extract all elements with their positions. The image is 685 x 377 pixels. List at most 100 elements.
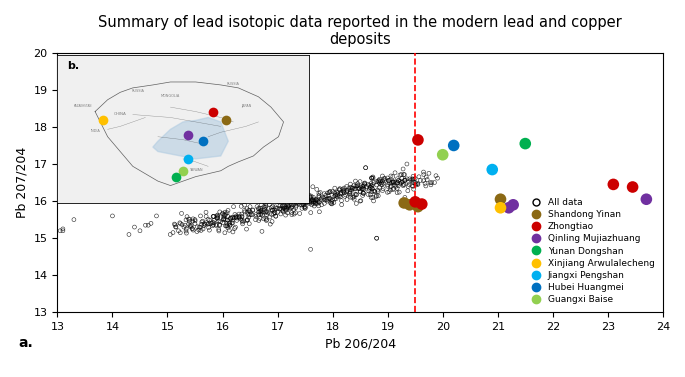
- Point: [368, 175, 379, 181]
- Point: [281, 198, 292, 204]
- Point: [399, 172, 410, 178]
- Point: [282, 201, 293, 207]
- Point: [319, 200, 329, 206]
- Point: [260, 215, 271, 221]
- Text: a.: a.: [18, 336, 33, 350]
- Point: [355, 179, 366, 185]
- Point: [292, 190, 303, 196]
- Point: [291, 200, 302, 206]
- Point: [277, 202, 288, 208]
- Point: [412, 137, 423, 143]
- Point: [107, 213, 118, 219]
- Point: [259, 199, 270, 205]
- Point: [395, 180, 406, 186]
- Point: [212, 215, 223, 221]
- Point: [402, 188, 413, 194]
- Point: [408, 186, 419, 192]
- Point: [220, 209, 231, 215]
- Point: [410, 199, 421, 205]
- Point: [350, 186, 361, 192]
- Point: [256, 202, 267, 208]
- Point: [238, 218, 249, 224]
- Point: [394, 189, 405, 195]
- Point: [379, 178, 390, 184]
- Point: [253, 212, 264, 218]
- Point: [379, 175, 390, 181]
- Point: [179, 222, 190, 228]
- Point: [236, 203, 247, 209]
- Point: [299, 192, 310, 198]
- Point: [371, 235, 382, 241]
- Point: [319, 196, 329, 202]
- Point: [340, 192, 351, 198]
- Point: [363, 181, 374, 187]
- Point: [397, 179, 408, 185]
- Point: [358, 190, 369, 196]
- Point: [212, 212, 223, 218]
- Point: [374, 178, 385, 184]
- Point: [304, 192, 315, 198]
- Point: [279, 205, 290, 211]
- Point: [383, 178, 394, 184]
- Point: [242, 211, 253, 218]
- Point: [184, 216, 195, 222]
- Point: [314, 190, 325, 196]
- Point: [265, 221, 276, 227]
- Point: [277, 203, 288, 209]
- Point: [373, 179, 384, 185]
- Point: [169, 221, 180, 227]
- Point: [142, 222, 153, 228]
- Point: [345, 181, 356, 187]
- Point: [412, 204, 423, 210]
- Point: [256, 211, 266, 218]
- Point: [299, 199, 310, 205]
- Point: [399, 200, 410, 206]
- Point: [371, 235, 382, 241]
- Point: [390, 183, 401, 189]
- Point: [416, 201, 427, 207]
- Point: [326, 199, 337, 205]
- Point: [165, 231, 176, 238]
- Point: [377, 187, 388, 193]
- Point: [225, 222, 236, 228]
- Point: [397, 175, 408, 181]
- Point: [188, 216, 199, 222]
- Point: [336, 190, 347, 196]
- Point: [345, 194, 356, 200]
- Point: [429, 179, 440, 185]
- Point: [202, 221, 213, 227]
- Point: [356, 198, 366, 204]
- Point: [286, 204, 297, 210]
- Point: [353, 185, 364, 192]
- Point: [290, 203, 301, 209]
- Point: [365, 184, 376, 190]
- Point: [329, 190, 340, 196]
- Point: [358, 185, 369, 191]
- Point: [255, 205, 266, 211]
- Point: [258, 204, 269, 210]
- Point: [224, 220, 235, 226]
- Point: [251, 213, 262, 219]
- Point: [304, 198, 315, 204]
- Point: [294, 202, 305, 208]
- Point: [329, 194, 340, 200]
- Point: [396, 179, 407, 185]
- Point: [407, 176, 418, 182]
- Point: [246, 211, 257, 218]
- Point: [325, 188, 336, 195]
- Point: [403, 184, 414, 190]
- Point: [171, 224, 182, 230]
- Point: [273, 199, 284, 205]
- Point: [242, 217, 253, 223]
- Point: [274, 206, 285, 212]
- Point: [176, 210, 187, 216]
- Title: Summary of lead isotopic data reported in the modern lead and copper
deposits: Summary of lead isotopic data reported i…: [98, 15, 622, 48]
- Point: [396, 172, 407, 178]
- Point: [430, 173, 441, 179]
- Point: [385, 184, 396, 190]
- Point: [214, 209, 225, 215]
- Point: [310, 198, 321, 204]
- Point: [322, 190, 333, 196]
- Point: [261, 211, 272, 218]
- Point: [284, 197, 295, 203]
